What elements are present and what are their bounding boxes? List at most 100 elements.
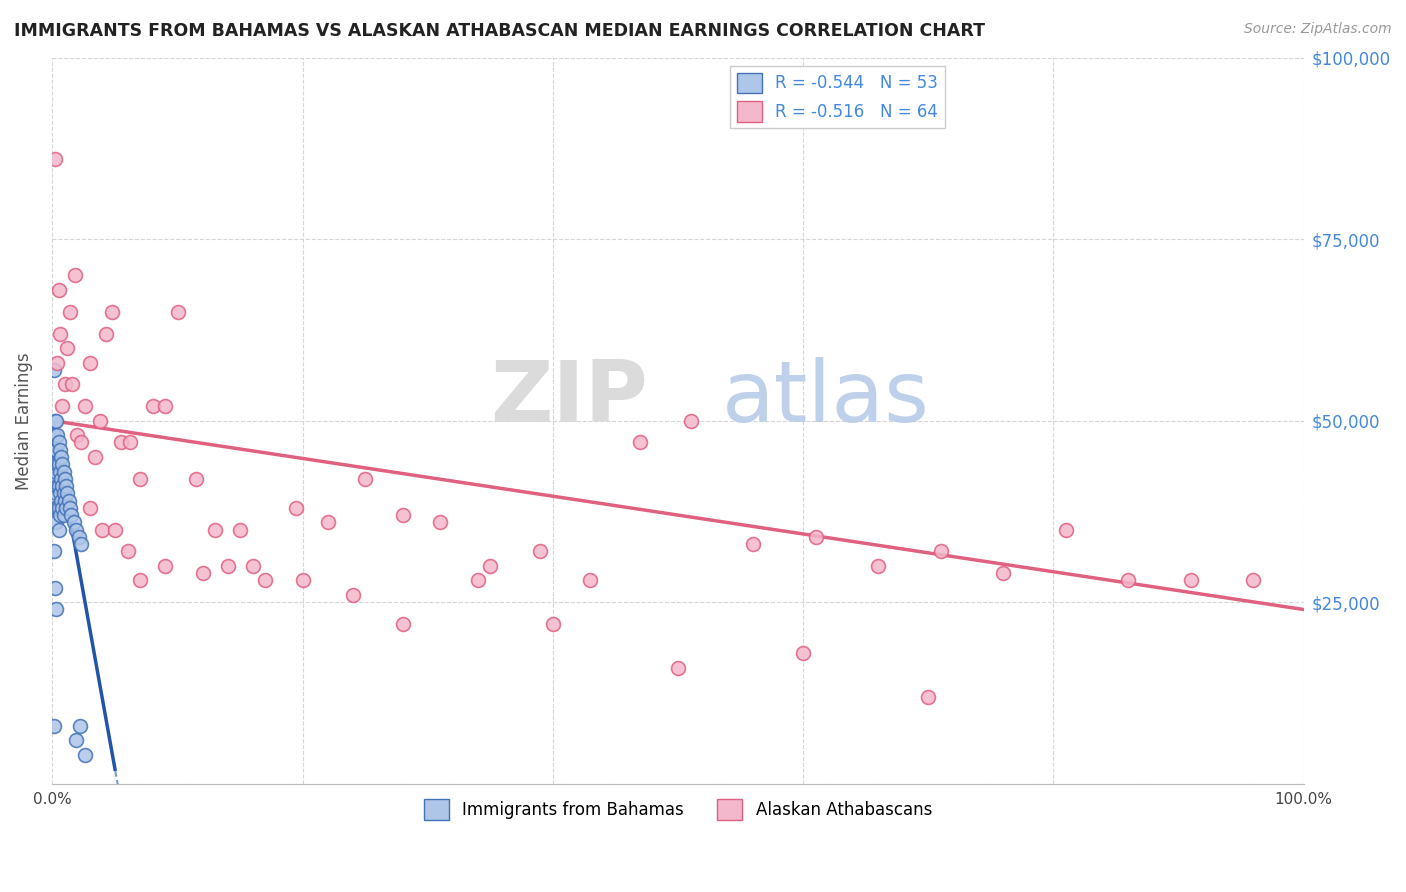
- Point: [49, 486, 72, 500]
- Point: [65, 733, 87, 747]
- Point: [67, 530, 90, 544]
- Legend: Immigrants from Bahamas, Alaskan Athabascans: Immigrants from Bahamas, Alaskan Athabas…: [418, 793, 939, 826]
- Point: [55, 479, 77, 493]
- Point: [46, 479, 69, 493]
- Point: [44, 442, 66, 457]
- Point: [91, 523, 114, 537]
- Point: [49, 508, 72, 522]
- Point: [118, 435, 141, 450]
- Point: [52, 465, 75, 479]
- Point: [45, 516, 67, 530]
- Point: [46, 457, 69, 471]
- Point: [929, 544, 952, 558]
- Point: [48, 479, 70, 493]
- Point: [48, 523, 70, 537]
- Point: [62, 377, 84, 392]
- Text: IMMIGRANTS FROM BAHAMAS VS ALASKAN ATHABASCAN MEDIAN EARNINGS CORRELATION CHART: IMMIGRANTS FROM BAHAMAS VS ALASKAN ATHAB…: [14, 22, 986, 40]
- Point: [342, 588, 364, 602]
- Point: [44, 472, 66, 486]
- Point: [44, 581, 66, 595]
- Point: [65, 523, 87, 537]
- Point: [44, 153, 66, 167]
- Point: [129, 574, 152, 588]
- Point: [204, 523, 226, 537]
- Point: [79, 500, 101, 515]
- Point: [89, 414, 111, 428]
- Point: [48, 500, 70, 515]
- Point: [51, 472, 73, 486]
- Point: [46, 428, 69, 442]
- Point: [153, 399, 176, 413]
- Point: [541, 617, 564, 632]
- Point: [110, 435, 132, 450]
- Point: [45, 486, 67, 500]
- Point: [51, 450, 73, 464]
- Point: [45, 465, 67, 479]
- Point: [70, 537, 93, 551]
- Point: [42, 719, 65, 733]
- Point: [285, 500, 308, 515]
- Point: [101, 305, 124, 319]
- Point: [53, 377, 76, 392]
- Point: [44, 500, 66, 515]
- Point: [70, 435, 93, 450]
- Point: [55, 500, 77, 515]
- Point: [73, 399, 96, 413]
- Point: [84, 450, 107, 464]
- Point: [52, 508, 75, 522]
- Point: [1180, 574, 1202, 588]
- Point: [73, 747, 96, 762]
- Point: [49, 442, 72, 457]
- Point: [63, 268, 86, 283]
- Point: [46, 356, 69, 370]
- Point: [56, 341, 79, 355]
- Y-axis label: Median Earnings: Median Earnings: [15, 352, 32, 490]
- Point: [52, 486, 75, 500]
- Point: [993, 566, 1015, 581]
- Point: [166, 305, 188, 319]
- Point: [666, 660, 689, 674]
- Point: [316, 516, 339, 530]
- Point: [42, 544, 65, 558]
- Point: [51, 399, 73, 413]
- Point: [804, 530, 827, 544]
- Point: [630, 435, 652, 450]
- Point: [51, 500, 73, 515]
- Point: [46, 500, 69, 515]
- Point: [391, 508, 413, 522]
- Point: [62, 516, 84, 530]
- Point: [186, 472, 208, 486]
- Point: [1243, 574, 1265, 588]
- Point: [1054, 523, 1077, 537]
- Text: ZIP: ZIP: [491, 358, 648, 441]
- Text: atlas: atlas: [721, 358, 929, 441]
- Point: [129, 472, 152, 486]
- Point: [96, 326, 118, 341]
- Point: [42, 363, 65, 377]
- Point: [579, 574, 602, 588]
- Point: [79, 356, 101, 370]
- Point: [191, 566, 214, 581]
- Point: [479, 558, 502, 573]
- Point: [242, 558, 264, 573]
- Point: [48, 457, 70, 471]
- Point: [217, 558, 239, 573]
- Point: [153, 558, 176, 573]
- Point: [104, 523, 127, 537]
- Point: [42, 457, 65, 471]
- Point: [56, 486, 79, 500]
- Point: [467, 574, 489, 588]
- Point: [117, 544, 139, 558]
- Point: [42, 428, 65, 442]
- Point: [917, 690, 939, 704]
- Point: [1118, 574, 1140, 588]
- Point: [679, 414, 702, 428]
- Point: [529, 544, 551, 558]
- Point: [60, 508, 83, 522]
- Point: [45, 414, 67, 428]
- Point: [44, 414, 66, 428]
- Point: [45, 442, 67, 457]
- Point: [49, 326, 72, 341]
- Point: [429, 516, 451, 530]
- Point: [53, 472, 76, 486]
